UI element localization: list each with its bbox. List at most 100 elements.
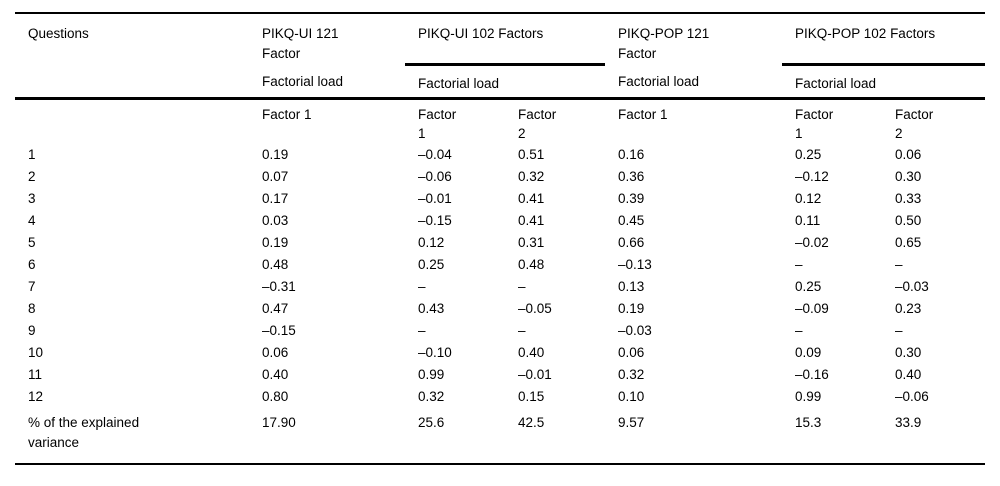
factorial-load-label: Factorial load: [605, 64, 783, 100]
cell-value: 0.10: [618, 388, 645, 404]
table-row: 10 0.06 –0.10 0.40 0.06 0.09 0.30: [15, 341, 985, 363]
row-label: 8: [28, 300, 36, 316]
row-label: 6: [28, 256, 36, 272]
cell-value: 15.3: [795, 414, 822, 430]
cell-value: –: [895, 322, 903, 338]
row-label: 4: [28, 212, 36, 228]
factor-col-header: Factor 2: [895, 106, 934, 141]
cell-value: –0.09: [795, 300, 829, 316]
cell-value: 0.32: [418, 388, 445, 404]
table-row: 12 0.80 0.32 0.15 0.10 0.99 –0.06: [15, 385, 985, 407]
cell-value: 0.39: [618, 190, 645, 206]
cell-value: –0.06: [895, 388, 929, 404]
table-row: 6 0.48 0.25 0.48 –0.13 – –: [15, 253, 985, 275]
cell-value: 0.32: [518, 168, 545, 184]
table-row: 9 –0.15 – – –0.03 – –: [15, 319, 985, 341]
row-label: % of the explained variance: [28, 414, 140, 450]
table-body: 1 0.19 –0.04 0.51 0.16 0.25 0.06 2 0.07 –0.06 0.32…: [15, 143, 985, 464]
cell-value: 0.23: [895, 300, 922, 316]
cell-value: –: [418, 322, 426, 338]
table-header: Questions PIKQ-UI 121 Factor PIKQ-UI 102…: [15, 13, 986, 143]
table-row: 8 0.47 0.43 –0.05 0.19 –0.09 0.23: [15, 297, 985, 319]
cell-value: –0.03: [895, 278, 929, 294]
cell-value: 0.03: [262, 212, 289, 228]
cell-value: –0.12: [795, 168, 829, 184]
group-header-row: Questions PIKQ-UI 121 Factor PIKQ-UI 102…: [15, 13, 986, 100]
group-title-pikq-ui-121: PIKQ-UI 121 Factor: [262, 26, 339, 61]
factor-col-header: Factor 1: [618, 106, 668, 122]
cell-value: 9.57: [618, 414, 645, 430]
row-label: 9: [28, 322, 36, 338]
row-label: 7: [28, 278, 36, 294]
cell-value: –0.13: [618, 256, 652, 272]
cell-value: 0.15: [518, 388, 545, 404]
cell-value: –0.01: [418, 190, 452, 206]
cell-value: –0.15: [262, 322, 296, 338]
factor-loadings-table: Questions PIKQ-UI 121 Factor PIKQ-UI 102…: [15, 12, 986, 465]
cell-value: –0.04: [418, 146, 452, 162]
cell-value: –: [418, 278, 426, 294]
cell-value: 0.30: [895, 168, 922, 184]
factor-columns-row: Factor 1 Factor 1 Factor 2 Factor 1 Fact…: [15, 98, 985, 143]
cell-value: 42.5: [518, 414, 545, 430]
cell-value: 0.06: [262, 344, 289, 360]
cell-value: –0.05: [518, 300, 552, 316]
factor-col-header: Factor 1: [795, 106, 834, 141]
cell-value: 0.43: [418, 300, 445, 316]
cell-value: 0.30: [895, 344, 922, 360]
cell-value: 0.66: [618, 234, 645, 250]
factor-col-header: Factor 2: [518, 106, 557, 141]
cell-value: 0.40: [262, 366, 289, 382]
cell-value: 0.40: [895, 366, 922, 382]
cell-value: –0.16: [795, 366, 829, 382]
factorial-load-label: Factorial load: [249, 64, 405, 100]
cell-value: 0.16: [618, 146, 645, 162]
group-title-pikq-pop-121: PIKQ-POP 121 Factor: [618, 26, 710, 61]
cell-value: 0.25: [795, 146, 822, 162]
row-label: 12: [28, 388, 44, 404]
row-label: 11: [28, 366, 43, 382]
cell-value: 0.33: [895, 190, 922, 206]
cell-value: 0.32: [618, 366, 645, 382]
row-label: 2: [28, 168, 36, 184]
cell-value: –: [518, 322, 526, 338]
cell-value: 0.09: [795, 344, 822, 360]
table-row: 7 –0.31 – – 0.13 0.25 –0.03: [15, 275, 985, 297]
table-row: 3 0.17 –0.01 0.41 0.39 0.12 0.33: [15, 187, 985, 209]
cell-value: 0.99: [795, 388, 822, 404]
empty-cell: [15, 98, 249, 143]
cell-value: 0.41: [518, 212, 545, 228]
cell-value: 0.48: [262, 256, 289, 272]
cell-value: –0.06: [418, 168, 452, 184]
factor-col-header: Factor 1: [418, 106, 457, 141]
cell-value: 0.47: [262, 300, 289, 316]
cell-value: 0.41: [518, 190, 545, 206]
cell-value: 0.06: [618, 344, 645, 360]
cell-value: 0.25: [418, 256, 445, 272]
row-label: 10: [28, 344, 44, 360]
cell-value: 0.48: [518, 256, 545, 272]
cell-value: 0.11: [795, 212, 821, 228]
cell-value: 0.19: [618, 300, 645, 316]
cell-value: –0.01: [518, 366, 552, 382]
cell-value: 0.17: [262, 190, 289, 206]
table-row: 11 0.40 0.99 –0.01 0.32 –0.16 0.40: [15, 363, 985, 385]
factor-col-header: Factor 1: [262, 106, 312, 122]
cell-value: 0.19: [262, 146, 289, 162]
cell-value: –0.03: [618, 322, 652, 338]
cell-value: 0.06: [895, 146, 922, 162]
cell-value: 0.31: [518, 234, 545, 250]
cell-value: –: [795, 256, 803, 272]
cell-value: –0.31: [262, 278, 296, 294]
cell-value: 0.40: [518, 344, 545, 360]
table-row: 5 0.19 0.12 0.31 0.66 –0.02 0.65: [15, 231, 985, 253]
row-label: 5: [28, 234, 36, 250]
cell-value: 0.19: [262, 234, 289, 250]
cell-value: 33.9: [895, 414, 922, 430]
cell-value: –: [518, 278, 526, 294]
cell-value: 0.36: [618, 168, 645, 184]
factorial-load-row: Factorial load Factorial load Factorial …: [15, 64, 986, 100]
cell-value: –0.02: [795, 234, 829, 250]
cell-value: 0.51: [518, 146, 545, 162]
cell-value: 0.50: [895, 212, 922, 228]
